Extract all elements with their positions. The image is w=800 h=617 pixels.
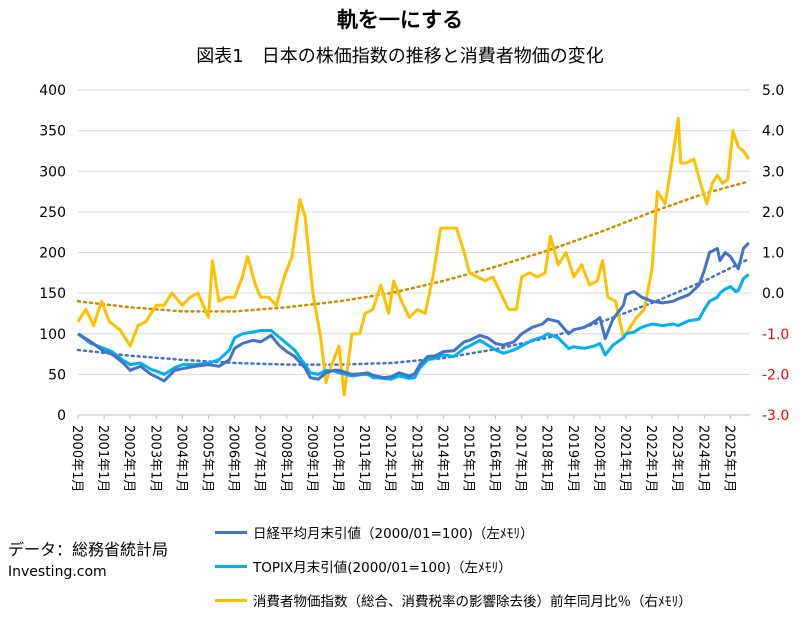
x-tick-label: 2022年1月: [643, 425, 658, 492]
x-tick-label: 2001年1月: [95, 425, 110, 492]
x-tick-label: 2018年1月: [539, 425, 554, 492]
x-tick-label: 2004年1月: [173, 425, 188, 492]
legend-label-topix: TOPIX月末引値(2000/01=100)（左ﾒﾓﾘ）: [253, 560, 512, 576]
data-source: データ：総務省統計局: [8, 540, 169, 559]
left-tick-label: 0: [57, 408, 66, 424]
right-tick-label: 1.0: [762, 246, 784, 262]
x-tick-label: 2025年1月: [721, 425, 736, 492]
x-tick-label: 2010年1月: [330, 425, 345, 492]
x-tick-label: 2021年1月: [617, 425, 632, 492]
legend-swatch-cpi: [215, 598, 247, 602]
series-line-2: [76, 116, 750, 397]
x-tick-label: 2014年1月: [434, 425, 449, 492]
left-tick-label: 100: [39, 327, 66, 343]
left-tick-label: 200: [39, 246, 66, 262]
left-tick-label: 250: [39, 205, 66, 221]
axes: 0 50 100 150 200 250 300 350 400 -3.0 -2.0 -1.0 0.0 1…: [39, 83, 789, 492]
x-tick-label: 2009年1月: [304, 425, 319, 492]
left-tick-label: 300: [39, 164, 66, 180]
x-tick-label: 2005年1月: [199, 425, 214, 492]
x-tick-label: 2017年1月: [513, 425, 528, 492]
series-line-0: [77, 241, 750, 383]
left-tick-label: 400: [39, 83, 66, 99]
x-tick-label: 2007年1月: [252, 425, 267, 492]
right-tick-label: -1.0: [762, 327, 789, 343]
left-tick-label: 350: [39, 124, 66, 140]
left-tick-label: 150: [39, 286, 66, 302]
x-tick-label: 2023年1月: [669, 425, 684, 492]
trendline-1: [76, 180, 750, 313]
x-tick-label: 2013年1月: [408, 425, 423, 492]
legend-item-nikkei: 日経平均月末引値（2000/01=100)（左ﾒﾓﾘ）: [215, 515, 692, 549]
legend-swatch-topix: [215, 564, 247, 568]
x-tick-label: 2003年1月: [147, 425, 162, 492]
chart-subtitle: 図表1 日本の株価指数の推移と消費者物価の変化: [196, 46, 604, 67]
x-tick-label: 2020年1月: [591, 425, 606, 492]
x-tick-label: 2024年1月: [695, 425, 710, 492]
site-credit: Investing.com: [8, 564, 107, 580]
legend: 日経平均月末引値（2000/01=100)（左ﾒﾓﾘ） TOPIX月末引値(20…: [215, 515, 692, 617]
x-tick-label: 2000年1月: [69, 425, 84, 492]
x-tick-label: 2015年1月: [460, 425, 475, 492]
x-tick-label: 2019年1月: [565, 425, 580, 492]
right-tick-label: -2.0: [762, 367, 789, 383]
legend-label-nikkei: 日経平均月末引値（2000/01=100)（左ﾒﾓﾘ）: [253, 526, 534, 542]
right-tick-label: 5.0: [762, 83, 784, 99]
x-tick-label: 2002年1月: [121, 425, 136, 492]
right-tick-label: -3.0: [762, 408, 789, 424]
series-lines: [76, 116, 750, 397]
legend-item-cpi: 消費者物価指数（総合、消費税率の影響除去後）前年同月比％（右ﾒﾓﾘ）: [215, 583, 692, 617]
legend-item-topix: TOPIX月末引値(2000/01=100)（左ﾒﾓﾘ）: [215, 549, 692, 583]
right-tick-label: 0.0: [762, 286, 784, 302]
series-line-1: [77, 273, 750, 381]
legend-label-cpi: 消費者物価指数（総合、消費税率の影響除去後）前年同月比％（右ﾒﾓﾘ）: [253, 594, 692, 610]
trendline-0: [76, 257, 750, 366]
trendlines: [76, 180, 750, 366]
x-tick-label: 2011年1月: [356, 425, 371, 492]
x-tick-label: 2012年1月: [382, 425, 397, 492]
right-tick-label: 3.0: [762, 164, 784, 180]
x-tick-label: 2006年1月: [226, 425, 241, 492]
legend-swatch-nikkei: [215, 530, 247, 534]
x-tick-label: 2016年1月: [487, 425, 502, 492]
left-tick-label: 50: [48, 367, 66, 383]
right-tick-label: 4.0: [762, 124, 784, 140]
x-tick-label: 2008年1月: [278, 425, 293, 492]
right-tick-label: 2.0: [762, 205, 784, 221]
chart-title: 軌を一にする: [336, 8, 464, 32]
